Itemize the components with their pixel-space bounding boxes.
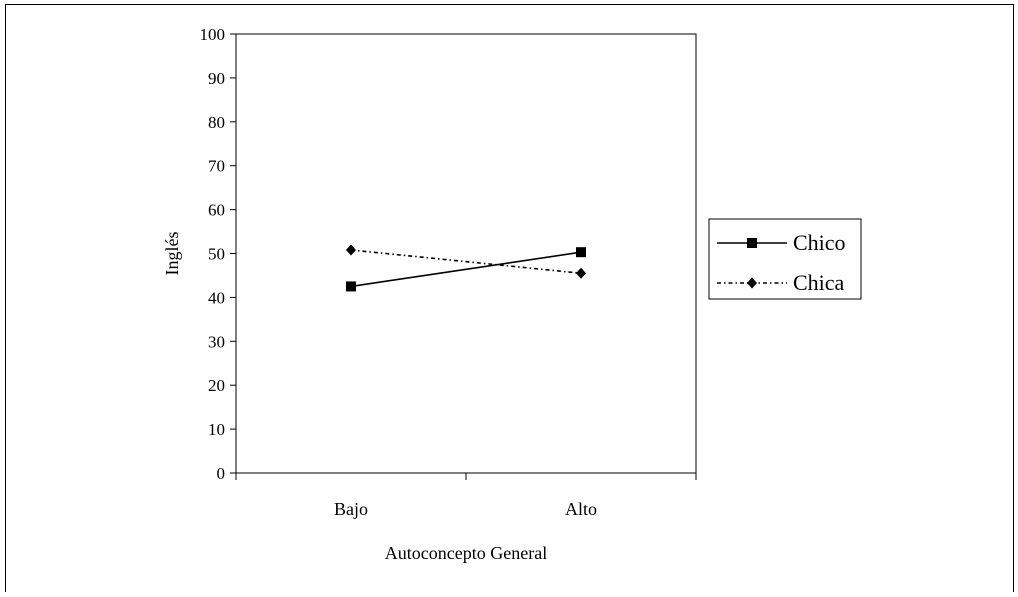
x-category-label: Bajo [334, 499, 368, 519]
legend-box [708, 218, 862, 300]
y-tick-label: 80 [208, 113, 225, 132]
x-category-label: Alto [565, 499, 597, 519]
series-chica [346, 244, 586, 279]
legend-item-chica: Chica [717, 270, 845, 295]
y-tick-label: 0 [217, 464, 226, 483]
y-tick-label: 60 [208, 201, 225, 220]
y-tick-label: 50 [208, 245, 225, 264]
y-tick-label: 10 [208, 420, 225, 439]
data-point [346, 281, 356, 292]
plot-area [235, 33, 697, 474]
data-point [576, 247, 586, 258]
y-tick-label: 90 [208, 69, 225, 88]
y-tick-label: 40 [208, 288, 225, 307]
data-point [576, 267, 586, 279]
y-tick-label: 100 [200, 25, 226, 44]
legend-label: Chico [793, 230, 846, 255]
legend: Chico Chica [708, 218, 862, 300]
y-tick-label: 20 [208, 376, 225, 395]
y-axis-title: Inglés [162, 232, 182, 276]
legend-item-chico: Chico [717, 230, 846, 255]
data-point [346, 244, 356, 256]
series-layer [346, 244, 586, 292]
y-tick-label: 30 [208, 332, 225, 351]
legend-marker [747, 277, 757, 289]
y-axis: 0 10 20 30 40 50 60 70 80 90 100 [200, 25, 236, 483]
x-axis-title: Autoconcepto General [385, 543, 547, 563]
legend-marker [747, 238, 757, 248]
series-line [350, 251, 582, 288]
outer-border [5, 4, 1014, 597]
legend-label: Chica [793, 270, 845, 295]
series-line [350, 249, 582, 275]
series-chico [346, 247, 586, 292]
x-axis: Bajo Alto [235, 473, 697, 519]
y-tick-label: 70 [208, 157, 225, 176]
